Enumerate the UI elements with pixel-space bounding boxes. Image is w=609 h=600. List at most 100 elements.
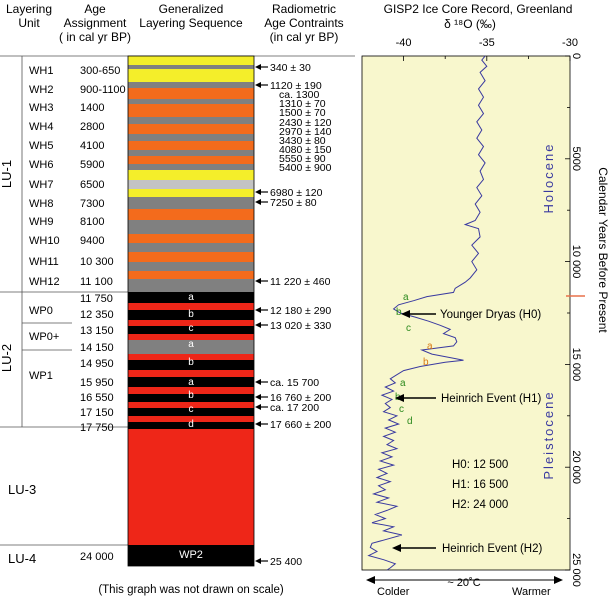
subunit-age: 5900	[80, 159, 104, 171]
x-tick-label: -40	[396, 37, 412, 49]
header-generalized-line2: Layering Sequence	[139, 16, 243, 30]
holocene-subunit-rows: WH1 300-650 WH2 900-1100 WH3 1400 WH4 2800 WH5 41…	[29, 65, 126, 288]
pleistocene-age: 16 550	[80, 392, 114, 404]
layer-band	[128, 279, 254, 292]
lu-3-label: LU-3	[8, 482, 36, 497]
h2-legend: H2: 24 000	[452, 499, 508, 511]
subunit-label: WH7	[29, 179, 53, 191]
layer-band	[128, 387, 254, 394]
curve-letter: a	[427, 341, 433, 352]
layer-band	[128, 252, 254, 262]
holocene-label: Holocene	[541, 143, 556, 214]
layer-band	[128, 416, 254, 422]
ice-y-axis: 0 5000 10 000 15 000 20 000 25 000	[565, 53, 582, 587]
header-radiometric-line2: Age Contraints	[264, 16, 343, 30]
subunit-label: WH4	[29, 121, 53, 133]
layer-band	[128, 320, 254, 326]
event-heinrich-h2: Heinrich Event (H2)	[392, 543, 543, 555]
pleistocene-age: 13 150	[80, 325, 114, 337]
pleistocene-age: 14 150	[80, 342, 114, 354]
layer-band	[128, 65, 254, 69]
scale-note: (This graph was not drawn on scale)	[98, 584, 284, 596]
layer-band	[128, 262, 254, 271]
header-radiometric: Radiometric Age Contraints (in cal yr BP…	[264, 2, 343, 44]
layer-band	[128, 408, 254, 416]
subunit-age: 300-650	[80, 65, 120, 77]
column-letter: a	[188, 377, 194, 388]
subunit-label: WH5	[29, 140, 53, 152]
layer-band	[128, 370, 254, 377]
radiometric-age: 7250 ± 80	[270, 197, 317, 209]
header-layering-unit-line1: Layering	[6, 2, 52, 16]
layer-band	[128, 189, 254, 197]
wp2-label: WP2	[179, 549, 203, 561]
y-tick-label: 0	[570, 53, 582, 59]
radiometric-age: 16 760 ± 200	[270, 392, 331, 404]
pleistocene-age: 11 750	[80, 293, 113, 305]
subunit-age: 9400	[80, 235, 104, 247]
event-younger-dryas: Younger Dryas (H0)	[401, 309, 541, 321]
subunit-label: WH6	[29, 159, 53, 171]
pleistocene-ages: 11 750 12 350 13 150 14 150 14 950 15 950 16 5…	[80, 293, 114, 563]
subunit-label: WH2	[29, 84, 53, 96]
ice-panel-background	[361, 55, 571, 571]
header-radiometric-line1: Radiometric	[272, 2, 336, 16]
subunit-label: WH12	[29, 276, 60, 288]
radiometric-age: 340 ± 30	[270, 62, 311, 74]
column-letter: c	[189, 404, 194, 415]
event-heinrich-h2-label: Heinrich Event (H2)	[442, 543, 543, 555]
radiometric-age: ca. 15 700	[270, 377, 319, 389]
layer-band	[128, 134, 254, 141]
pleistocene-age: 14 950	[80, 358, 114, 370]
y-tick-label: 25 000	[570, 553, 582, 587]
wp0-label: WP0	[29, 305, 53, 317]
layer-band	[128, 243, 254, 252]
wp0plus-label: WP0+	[29, 331, 59, 343]
lu-1-label: LU-1	[0, 160, 14, 188]
layer-band	[128, 56, 254, 65]
lu-4-label: LU-4	[8, 551, 36, 566]
subunit-age: 2800	[80, 121, 104, 133]
pleistocene-age: 24 000	[80, 551, 114, 563]
pleistocene-age: 17 750	[80, 422, 114, 434]
h0-legend: H0: 12 500	[452, 459, 508, 471]
layer-band	[128, 545, 254, 566]
radiometric-age: 12 180 ± 290	[270, 305, 331, 317]
radiometric-age: 2430 ± 120	[279, 117, 332, 129]
layer-band	[128, 303, 254, 310]
radiometric-arrowhead	[255, 322, 261, 328]
x-tick-label: -35	[479, 37, 495, 49]
column-letter: b	[188, 309, 194, 320]
h1-legend: H1: 16 500	[452, 479, 508, 491]
header-radiometric-line3: (in cal yr BP)	[270, 30, 339, 44]
pleistocene-label: Pleistocene	[541, 390, 556, 479]
layer-band	[128, 310, 254, 320]
pleistocene-age: 15 950	[80, 377, 114, 389]
header-age-assignment: Age Assignment ( in cal yr BP)	[59, 2, 131, 44]
layer-band	[128, 104, 254, 117]
subunit-age: 1400	[80, 102, 104, 114]
curve-letter: b	[396, 307, 402, 318]
wp1-label: WP1	[29, 370, 53, 382]
layer-band	[128, 340, 254, 354]
radiometric-age: 1120 ± 190	[270, 80, 322, 92]
curve-letter: c	[399, 404, 404, 415]
radiometric-age: 1500 ± 70	[279, 107, 326, 119]
header-generalized-line1: Generalized	[159, 2, 224, 16]
header-age-line3: ( in cal yr BP)	[59, 30, 131, 44]
ice-delta-label: δ ¹⁸O (‰)	[444, 17, 496, 31]
event-heinrich-h1: Heinrich Event (H1)	[395, 393, 542, 405]
layer-band	[128, 69, 254, 82]
subunit-label: WH9	[29, 216, 53, 228]
layer-band	[128, 402, 254, 408]
header-age-line1: Age	[84, 2, 106, 16]
curve-letter: d	[407, 416, 413, 427]
curve-letter: b	[423, 357, 429, 368]
radiometric-age: 3430 ± 80	[279, 135, 326, 147]
radiometric-age: 13 020 ± 330	[270, 320, 331, 332]
radiometric-arrowhead	[255, 404, 261, 410]
subunit-label: WH3	[29, 102, 53, 114]
radiometric-age: 6980 ± 120	[270, 187, 323, 199]
radiometric-age: 5550 ± 90	[279, 153, 326, 165]
